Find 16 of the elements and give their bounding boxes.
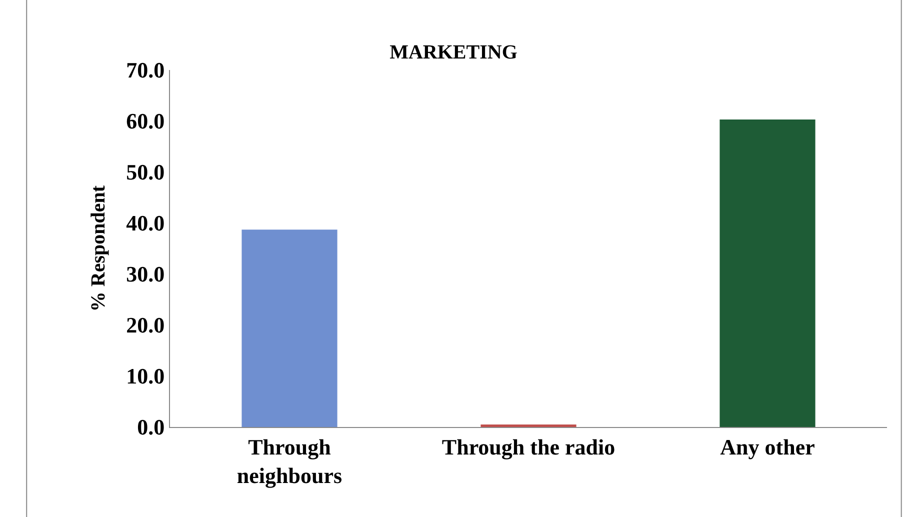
y-tick-label: 40.0 [126,210,165,236]
y-tick-label: 10.0 [126,364,165,389]
bar [242,230,338,427]
x-tick-label: Any other [720,434,816,460]
x-tick-label: Through the radio [442,434,616,460]
y-tick-label: 60.0 [126,108,165,134]
y-tick-label: 20.0 [126,312,165,338]
chart-title: MARKETING [390,42,518,64]
y-tick-label: 30.0 [126,262,165,287]
bar [720,119,816,427]
y-tick-label: 70.0 [126,58,165,83]
y-tick-label: 50.0 [126,160,165,185]
y-tick-label: 0.0 [137,414,165,440]
y-axis-title: % Respondent [88,185,110,312]
bar [480,424,576,427]
x-tick-label: Through neighbours [236,434,343,488]
